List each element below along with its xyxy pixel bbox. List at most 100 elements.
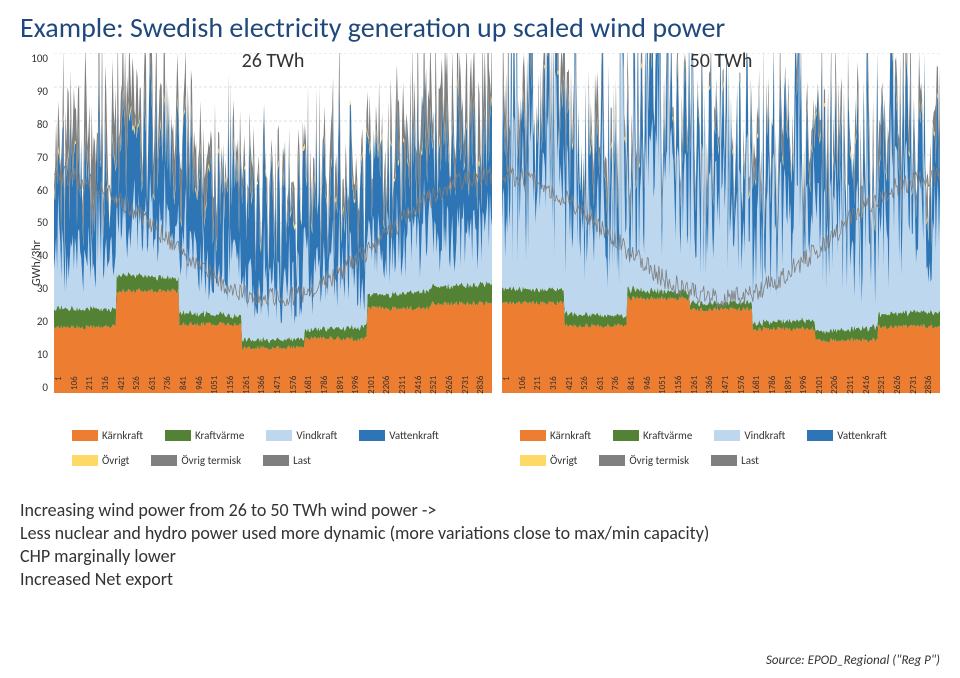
y-tick: 100 [20,53,48,64]
x-tick: 106 [518,376,534,427]
x-tick: 1891 [336,376,352,427]
x-tick: 211 [85,376,101,427]
legend-swatch [599,455,625,466]
legend-item: Övrig termisk [151,454,241,467]
y-tick: 60 [20,185,48,196]
legend-label: Vindkraft [744,429,785,442]
legend-item: Last [263,454,311,467]
x-tick: 1366 [257,376,273,427]
page-title: Example: Swedish electricity generation … [20,10,940,45]
legend-label: Kärnkraft [102,429,143,442]
x-tick: 2836 [924,376,940,427]
x-tick: 2206 [830,376,846,427]
x-tick: 106 [70,376,86,427]
legend-label: Last [293,454,311,467]
legend-label: Kärnkraft [550,429,591,442]
note-line: Increasing wind power from 26 to 50 TWh … [20,499,940,522]
x-tick: 1156 [226,376,242,427]
legend-swatch [72,430,98,441]
x-tick: 211 [533,376,549,427]
legend-item: Kärnkraft [520,429,591,442]
y-tick: 90 [20,86,48,97]
legend-label: Övrig termisk [629,454,689,467]
x-tick: 1681 [752,376,768,427]
x-tick: 526 [132,376,148,427]
notes-block: Increasing wind power from 26 to 50 TWh … [20,499,940,591]
x-tick: 2731 [909,376,925,427]
subtitle-left: 26 TWh [242,49,305,73]
legend-swatch [266,430,292,441]
legend-swatch [711,455,737,466]
legend-item: Kärnkraft [72,429,143,442]
x-tick: 1576 [289,376,305,427]
x-tick: 1471 [721,376,737,427]
chart-svg [54,53,492,393]
x-tick: 736 [163,376,179,427]
note-line: Increased Net export [20,568,940,591]
y-tick: 10 [20,349,48,360]
x-tick: 2521 [429,376,445,427]
x-tick: 841 [627,376,643,427]
x-tick: 2731 [461,376,477,427]
legend-swatch [714,430,740,441]
x-tick: 1 [54,376,70,427]
x-tick: 1891 [784,376,800,427]
x-tick: 1366 [705,376,721,427]
x-tick: 1681 [304,376,320,427]
x-tick: 421 [117,376,133,427]
x-axis-ticks-right: 1106211316421526631736841946105111561261… [502,376,940,427]
x-tick: 316 [101,376,117,427]
x-tick: 421 [565,376,581,427]
y-tick: 20 [20,316,48,327]
legend-label: Övrig termisk [181,454,241,467]
x-tick: 1996 [799,376,815,427]
legend-item: Vindkraft [266,429,337,442]
legend-right: Kärnkraft Kraftvärme Vindkraft Vattenkraft Ö… [520,429,940,473]
x-tick: 2206 [382,376,398,427]
x-axis-ticks-left: 1106211316421526631736841946105111561261… [54,376,492,427]
plot-area-26twh: 26 TWh [54,53,492,374]
x-tick: 1051 [210,376,226,427]
legend-item: Kraftvärme [613,429,692,442]
chart-panel-right: 50 TWh 110621131642152663173684194610511… [502,53,940,473]
x-tick: 526 [580,376,596,427]
x-tick: 1051 [658,376,674,427]
y-tick: 70 [20,152,48,163]
plot-area-50twh: 50 TWh [502,53,940,374]
x-tick: 1261 [690,376,706,427]
x-tick: 1576 [737,376,753,427]
legend-item: Övrigt [520,454,577,467]
legend-label: Kraftvärme [195,429,244,442]
legend-left: KärnkraftKraftvärmeVindkraftVattenkraftÖ… [72,429,492,473]
legend-item: Last [711,454,759,467]
y-tick: 0 [20,382,48,393]
note-line: CHP marginally lower [20,545,940,568]
chart-svg [502,53,940,393]
legend-item: Vindkraft [714,429,785,442]
legend-swatch [520,430,546,441]
x-tick: 2626 [893,376,909,427]
x-tick: 2311 [398,376,414,427]
legend-label: Övrigt [102,454,129,467]
charts-container: GWh/3hr 1009080706050403020100 26 TWh 11… [20,53,940,473]
y-axis-ticks: 1009080706050403020100 [20,53,54,393]
y-tick: 50 [20,217,48,228]
note-line: Less nuclear and hydro power used more d… [20,522,940,545]
legend-swatch [520,455,546,466]
x-tick: 1786 [768,376,784,427]
legend-item: Övrigt [72,454,129,467]
x-tick: 2521 [877,376,893,427]
y-tick: 80 [20,119,48,130]
subtitle-right: 50 TWh [690,49,753,73]
legend-swatch [165,430,191,441]
source-citation: Source: EPOD_Regional ("Reg P") [766,653,940,668]
legend-swatch [72,455,98,466]
legend-label: Last [741,454,759,467]
legend-swatch [613,430,639,441]
legend-swatch [151,455,177,466]
legend-item: Kraftvärme [165,429,244,442]
x-tick: 841 [179,376,195,427]
legend-label: Övrigt [550,454,577,467]
legend-label: Vattenkraft [837,429,887,442]
x-tick: 1261 [242,376,258,427]
